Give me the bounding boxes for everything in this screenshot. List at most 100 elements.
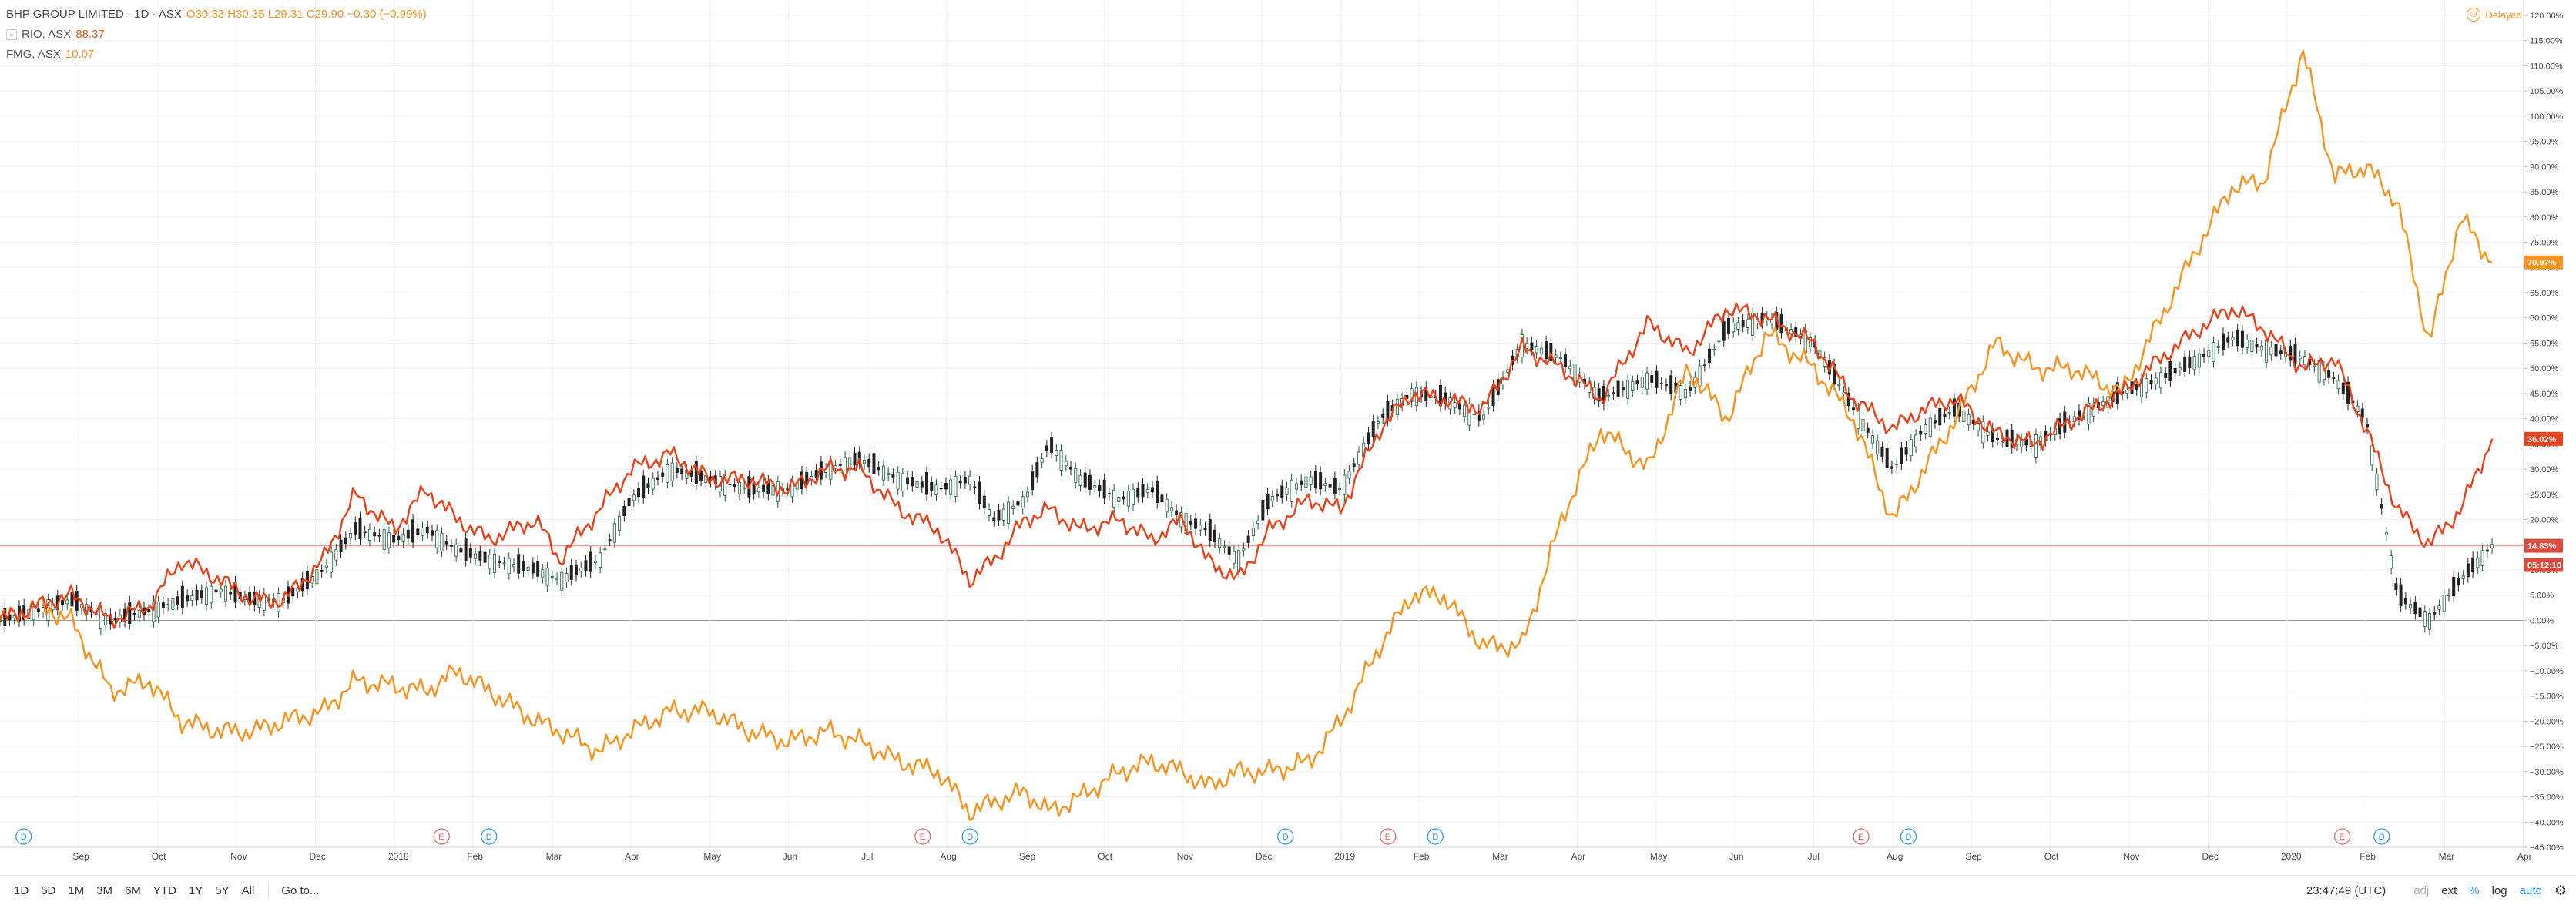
goto-button[interactable]: Go to...: [281, 883, 320, 897]
bhp-candle-body: [1199, 525, 1202, 531]
bhp-candle-body: [449, 545, 453, 547]
y-tick-label: −40.00%: [2530, 818, 2564, 827]
y-axis[interactable]: 120.00% 115.00% 110.00% 105.00% 100.00% 95.00…: [2523, 0, 2564, 863]
range-1m[interactable]: 1M: [68, 883, 85, 897]
adj-toggle[interactable]: adj: [2413, 883, 2430, 897]
bhp-candle-body: [2274, 344, 2278, 357]
bhp-candle-body: [978, 481, 981, 504]
bhp-candle-body: [291, 588, 295, 597]
bhp-candle-body: [646, 483, 650, 488]
series-lines[interactable]: [0, 49, 2494, 821]
bhp-candle-body: [622, 506, 626, 516]
legend-main[interactable]: BHP GROUP LIMITED · 1D · ASX O30.33 H30.…: [6, 5, 427, 25]
legend-rio[interactable]: ⌄ RIO, ASX 88.37: [6, 25, 427, 45]
bhp-candle-body: [65, 599, 69, 605]
y-tick-label: 95.00%: [2530, 138, 2559, 147]
bhp-candle-body: [939, 488, 943, 490]
x-tick-label: Sep: [72, 851, 89, 862]
range-5y[interactable]: 5Y: [215, 883, 230, 897]
bhp-candle-body: [1664, 384, 1668, 387]
bhp-candle-body: [1635, 380, 1639, 385]
bhp-candle-body: [1689, 386, 1692, 391]
bhp-candle-body: [1328, 484, 1332, 488]
bhp-candle-body: [464, 538, 468, 561]
bhp-candle-body: [1256, 520, 1260, 524]
bhp-candle-body: [988, 509, 991, 516]
x-tick-label: Oct: [2044, 851, 2059, 862]
bhp-candle-body: [565, 573, 569, 582]
bhp-candle-body: [1069, 467, 1073, 470]
range-1y[interactable]: 1Y: [188, 883, 203, 897]
bhp-candle-body: [1539, 347, 1543, 355]
log-toggle[interactable]: log: [2491, 883, 2507, 897]
bhp-candle-body: [2164, 373, 2168, 378]
bhp-candle-body: [1861, 419, 1865, 431]
bhp-candle-body: [2149, 380, 2153, 384]
bhp-candle-body: [612, 523, 616, 543]
event-marker-letter: D: [1432, 833, 1438, 842]
bhp-candle-body: [1381, 414, 1385, 418]
x-axis[interactable]: Sep Oct Nov Dec 2018 Feb Mar Apr May Jun Jul Aug Sep…: [0, 846, 2532, 862]
event-marker-letter: D: [967, 833, 973, 842]
range-ytd[interactable]: YTD: [153, 883, 176, 897]
range-6m[interactable]: 6M: [125, 883, 141, 897]
event-marker-letter: E: [1858, 833, 1863, 842]
chart-canvas[interactable]: 120.00% 115.00% 110.00% 105.00% 100.00% 95.00…: [0, 0, 2576, 875]
range-5d[interactable]: 5D: [41, 883, 56, 897]
y-tick-label: 110.00%: [2530, 62, 2563, 71]
y-tick-label: 45.00%: [2530, 390, 2559, 399]
bhp-candle-body: [2466, 563, 2470, 578]
bhp-candle-body: [1223, 545, 1226, 548]
auto-toggle[interactable]: auto: [2519, 883, 2542, 897]
legend-fmg[interactable]: FMG, ASX 10.07: [6, 45, 427, 65]
range-3m[interactable]: 3M: [96, 883, 113, 897]
ext-toggle[interactable]: ext: [2441, 883, 2457, 897]
bhp-candle-body: [848, 457, 852, 471]
chevron-down-icon[interactable]: ⌄: [6, 29, 17, 40]
bhp-candle-body: [36, 608, 40, 612]
bhp-candle-body: [1650, 375, 1654, 383]
bhp-candle-body: [1904, 447, 1908, 455]
bhp-candle-body: [2125, 390, 2129, 394]
bhp-candle-body: [2255, 344, 2259, 348]
bhp-candle-body: [877, 467, 880, 471]
clock-time[interactable]: 23:47:49 (UTC): [2306, 883, 2386, 897]
bhp-candle-body: [1347, 471, 1351, 479]
bhp-candle-body: [968, 475, 972, 485]
range-1d[interactable]: 1D: [14, 883, 29, 897]
bhp-candle-body: [1564, 354, 1568, 367]
bhp-candle-body: [949, 479, 953, 495]
bhp-candle-body: [963, 476, 967, 484]
bhp-candle-body: [1093, 485, 1097, 489]
bhp-candle-body: [320, 570, 324, 572]
gear-icon[interactable]: ⚙: [2554, 882, 2567, 898]
bhp-candle-body: [354, 522, 357, 535]
bhp-candle-body: [1169, 507, 1173, 511]
bhp-candle-body: [545, 568, 549, 586]
range-all[interactable]: All: [241, 883, 255, 897]
bhp-candle-body: [531, 562, 535, 574]
bhp-candle-body: [512, 564, 515, 568]
x-tick-label: Feb: [1414, 851, 1430, 862]
bhp-candle-body: [1122, 496, 1125, 500]
fmg-value: 10.07: [65, 48, 95, 61]
bhp-candle-body: [474, 553, 478, 559]
bhp-candle-body: [2298, 356, 2302, 360]
bhp-candle-body: [454, 544, 458, 557]
bhp-candle-body: [2197, 353, 2201, 368]
event-marker-letter: D: [21, 833, 27, 842]
delayed-badge[interactable]: ◷ Delayed: [2467, 8, 2522, 22]
bhp-candle-body: [1669, 375, 1673, 394]
bhp-candle-body: [522, 561, 525, 571]
percent-toggle[interactable]: %: [2469, 883, 2480, 897]
bhp-candle-body: [2178, 367, 2182, 370]
bhp-candle-body: [468, 548, 472, 558]
bhp-candle-body: [483, 551, 487, 563]
bhp-candle-body: [2183, 357, 2187, 372]
bhp-candle-body: [1597, 388, 1601, 402]
bhp-candle-body: [1031, 471, 1035, 491]
bhp-candle-body: [1319, 472, 1323, 490]
rio-symbol: RIO, ASX: [22, 28, 72, 41]
bhp-candle-body: [229, 592, 233, 595]
